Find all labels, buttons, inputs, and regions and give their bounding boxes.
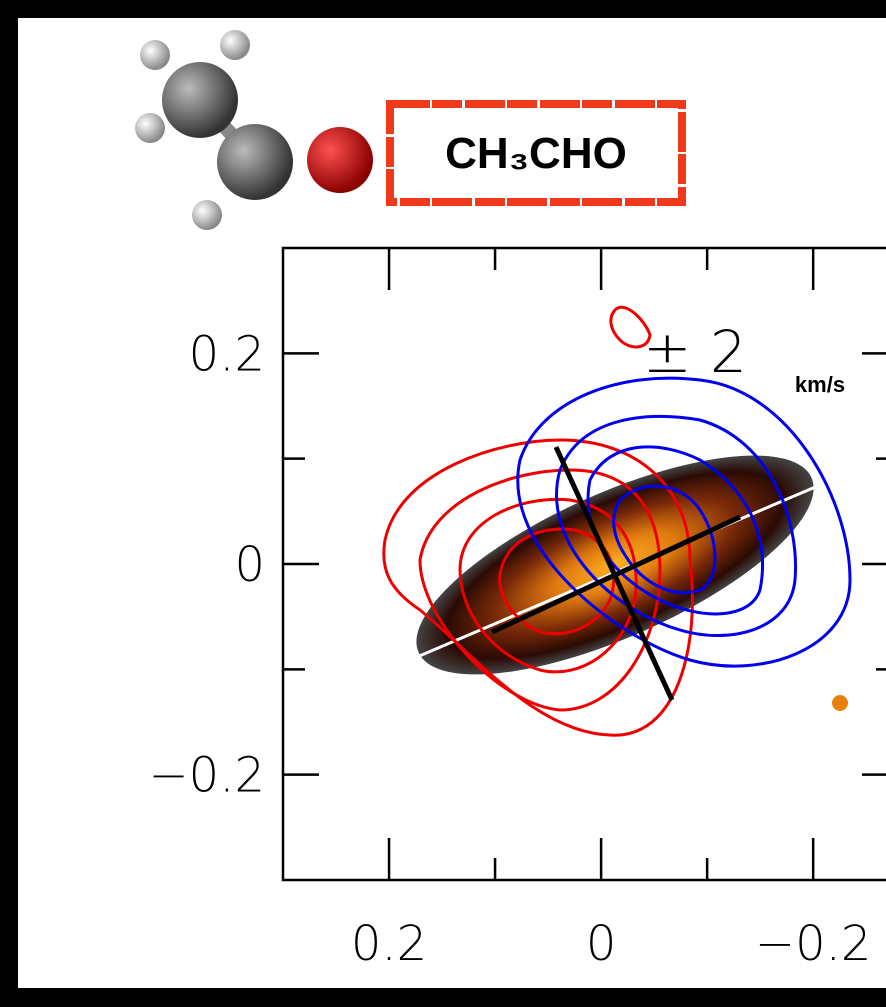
x-tick-label: 0.2 [351,916,427,972]
y-tick-label: 0 [234,537,265,593]
x-tick-label: −0.2 [755,916,872,972]
velocity-unit: km/s [795,372,845,397]
velocity-label: ± 2 [643,318,747,386]
figure: CH₃CHO ± 2 km/s 0.2 0 −0.2 −0.2 0 0.2 [0,0,886,1007]
y-tick-label: 0.2 [189,326,265,382]
molecule-label: CH₃CHO [445,129,627,178]
y-tick-label: −0.2 [148,748,265,804]
x-tick-label: 0 [586,916,617,972]
